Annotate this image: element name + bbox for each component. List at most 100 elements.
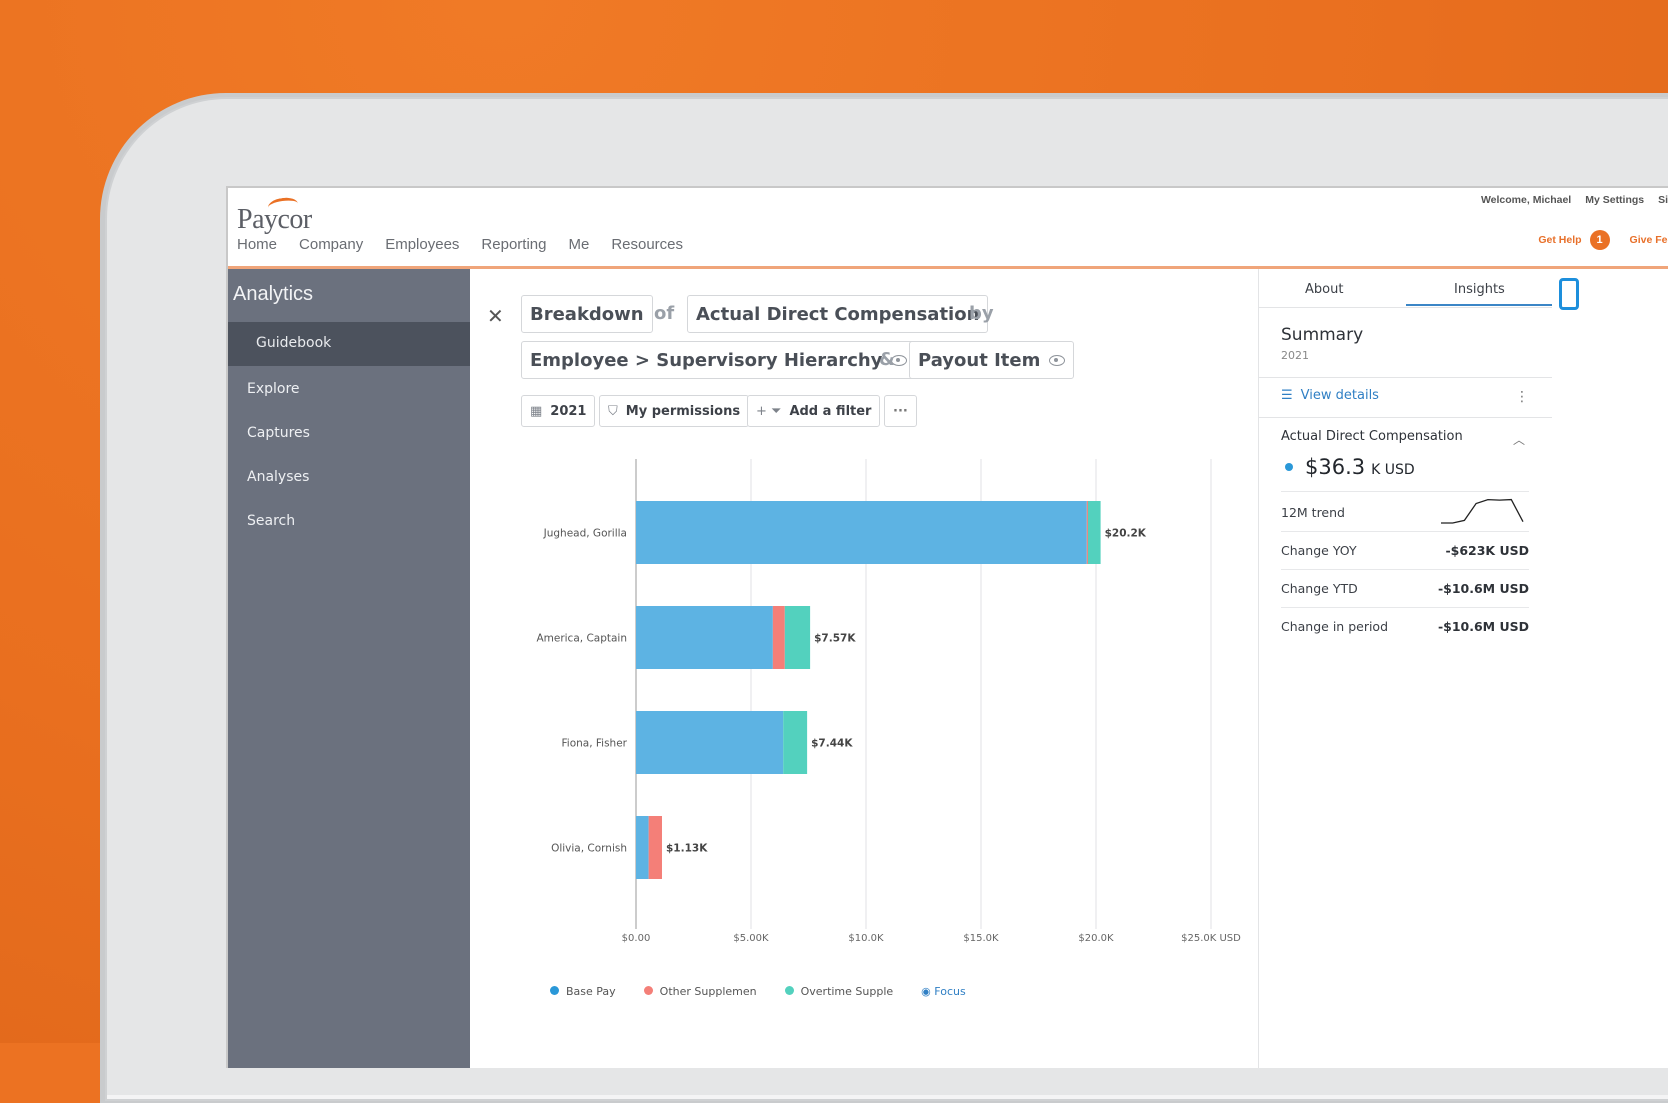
- change-period-row: Change in period -$10.6M USD: [1281, 619, 1529, 634]
- change-ytd-row: Change YTD -$10.6M USD: [1281, 581, 1529, 596]
- side-toolbar: [1552, 269, 1668, 1068]
- bar-segment: [648, 816, 662, 879]
- give-feedback-link[interactable]: Give Feedba: [1629, 234, 1668, 246]
- by-label: by: [969, 303, 994, 324]
- nav-home[interactable]: Home: [237, 236, 278, 253]
- bar-segment: [1086, 501, 1088, 564]
- tab-about[interactable]: About: [1305, 282, 1344, 297]
- year-label: 2021: [550, 403, 587, 419]
- bar-segment: [772, 606, 785, 669]
- divider: [1281, 607, 1529, 608]
- kebab-menu-icon[interactable]: ⋮: [1515, 389, 1529, 405]
- divider: [1259, 377, 1553, 378]
- sidebar-item-analyses[interactable]: Analyses: [247, 469, 310, 485]
- sidebar-item-explore[interactable]: Explore: [247, 381, 300, 397]
- nav-resources[interactable]: Resources: [611, 236, 684, 253]
- shield-icon: ⛉: [608, 403, 618, 419]
- row-label: Change YTD: [1281, 581, 1358, 596]
- active-tab-indicator: [1406, 304, 1553, 306]
- x-tick-label: $25.0K USD: [1181, 933, 1241, 944]
- sidebar-item-search[interactable]: Search: [247, 513, 296, 529]
- sidebar-title: Analytics: [233, 283, 314, 305]
- tab-insights[interactable]: Insights: [1454, 282, 1505, 297]
- bar-total-label: $7.44K: [811, 738, 853, 750]
- paycor-logo[interactable]: Paycor: [237, 204, 312, 235]
- metric-card-title: Actual Direct Compensation: [1281, 429, 1463, 444]
- bar-total-label: $1.13K: [666, 843, 708, 855]
- row-value: -$10.6M USD: [1437, 581, 1529, 596]
- sign-out-link[interactable]: Sign O: [1658, 194, 1668, 206]
- trend-label: 12M trend: [1281, 505, 1345, 520]
- summary-year: 2021: [1281, 349, 1309, 362]
- legend-label: Base Pay: [566, 985, 616, 998]
- nav-me[interactable]: Me: [568, 236, 590, 253]
- bar-segment: [1087, 501, 1101, 564]
- app-screen: Paycor Home Company Employees Reporting …: [226, 186, 1668, 1068]
- nav-employees[interactable]: Employees: [385, 236, 460, 253]
- eye-icon[interactable]: [1049, 354, 1066, 366]
- breakdown-bar-chart: $0.00 $5.00K $10.0K $15.0K $20.0K $25.0K USD J…: [536, 459, 1241, 944]
- dimension-label: Employee > Supervisory Hierarchy: [530, 349, 883, 371]
- get-help-link[interactable]: Get Help: [1538, 234, 1582, 246]
- ampersand-label: &: [879, 349, 895, 370]
- breakdown-label: Breakdown: [530, 303, 644, 325]
- series-dot-icon: [1285, 463, 1293, 471]
- chart-legend: Base Pay Other Supplemen Overtime Supple…: [550, 985, 966, 998]
- help-count-badge: 1: [1589, 230, 1610, 250]
- nav-reporting[interactable]: Reporting: [481, 236, 547, 253]
- dimension-chip-payout[interactable]: Payout Item: [909, 341, 1075, 379]
- app-switcher-icon[interactable]: [1559, 278, 1579, 310]
- row-value: -$10.6M USD: [1437, 619, 1529, 634]
- sparkline-path: [1441, 498, 1524, 524]
- close-icon[interactable]: ✕: [487, 304, 504, 328]
- x-tick-label: $0.00: [622, 933, 651, 944]
- divider: [1259, 417, 1553, 418]
- panel-tabs: About Insights: [1259, 269, 1553, 308]
- trend-sparkline: [1441, 498, 1524, 524]
- sidebar-item-guidebook[interactable]: Guidebook: [228, 322, 470, 366]
- year-filter[interactable]: ▦ 2021: [521, 395, 596, 427]
- breakdown-chip[interactable]: Breakdown: [521, 295, 653, 333]
- add-filter-button[interactable]: + ⏷ Add a filter: [747, 395, 881, 427]
- metric-chip[interactable]: Actual Direct Compensation: [687, 295, 989, 333]
- permissions-label: My permissions: [625, 403, 741, 419]
- dimension-chip-hierarchy[interactable]: Employee > Supervisory Hierarchy: [521, 341, 917, 379]
- metric-amount: $36.3: [1305, 455, 1366, 479]
- metric-unit: K USD: [1371, 462, 1415, 478]
- category-label: Fiona, Fisher: [562, 738, 628, 750]
- divider: [1281, 491, 1529, 492]
- x-tick-label: $15.0K: [963, 933, 999, 944]
- view-details-label: View details: [1300, 388, 1379, 403]
- chevron-up-icon[interactable]: ︿: [1512, 433, 1525, 447]
- sidebar-item-captures[interactable]: Captures: [247, 425, 310, 441]
- category-label: Jughead, Gorilla: [543, 528, 627, 540]
- legend-item[interactable]: Overtime Supple: [784, 985, 894, 998]
- metric-value: $36.3 K USD: [1285, 455, 1415, 479]
- legend-label: Overtime Supple: [800, 985, 894, 998]
- bar-segment: [636, 501, 1087, 564]
- analytics-sidebar: Analytics Guidebook Explore Captures Ana…: [228, 269, 470, 1068]
- view-details-link[interactable]: ☰ View details: [1281, 388, 1379, 403]
- nav-company[interactable]: Company: [299, 236, 364, 253]
- row-label: Change in period: [1281, 619, 1389, 634]
- permissions-filter[interactable]: ⛉ My permissions: [599, 395, 750, 427]
- trend-row: 12M trend: [1281, 498, 1529, 524]
- summary-title: Summary: [1281, 325, 1364, 345]
- category-label: Olivia, Cornish: [551, 843, 627, 855]
- my-settings-link[interactable]: My Settings: [1585, 194, 1645, 206]
- main-nav: Home Company Employees Reporting Me Reso…: [237, 236, 683, 253]
- plus-filter-icon: + ⏷: [756, 403, 782, 419]
- of-label: of: [654, 303, 675, 324]
- row-value: -$623K USD: [1445, 543, 1529, 558]
- bar-total-label: $20.2K: [1105, 528, 1147, 540]
- more-options-button[interactable]: ···: [884, 395, 917, 427]
- focus-toggle[interactable]: ◉ Focus: [921, 985, 966, 998]
- eye-icon[interactable]: [891, 354, 908, 366]
- main-content: ✕ Breakdown of Actual Direct Compensatio…: [470, 269, 1258, 1068]
- welcome-text: Welcome, Michael: [1480, 194, 1572, 206]
- legend-item[interactable]: Base Pay: [550, 985, 616, 998]
- divider: [1281, 569, 1529, 570]
- dimension-label: Payout Item: [918, 349, 1041, 371]
- legend-item[interactable]: Other Supplemen: [643, 985, 757, 998]
- bar-segment: [784, 606, 811, 669]
